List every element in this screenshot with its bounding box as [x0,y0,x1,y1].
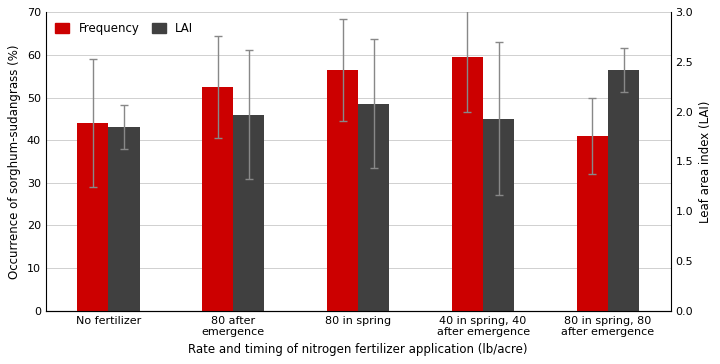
Bar [108,127,140,310]
Bar [577,136,608,310]
Bar [608,70,639,310]
Legend: Frequency, LAI: Frequency, LAI [52,18,197,38]
Bar [452,57,483,310]
Bar [327,70,358,310]
Y-axis label: Occurrence of sorghum-sudangrass (%): Occurrence of sorghum-sudangrass (%) [9,44,22,279]
Bar [358,104,390,310]
Y-axis label: Leaf area index (LAI): Leaf area index (LAI) [698,100,711,223]
Bar [233,115,264,310]
Bar [483,119,514,310]
X-axis label: Rate and timing of nitrogen fertilizer application (lb/acre): Rate and timing of nitrogen fertilizer a… [189,343,528,356]
Bar [77,123,108,310]
Bar [202,87,233,310]
